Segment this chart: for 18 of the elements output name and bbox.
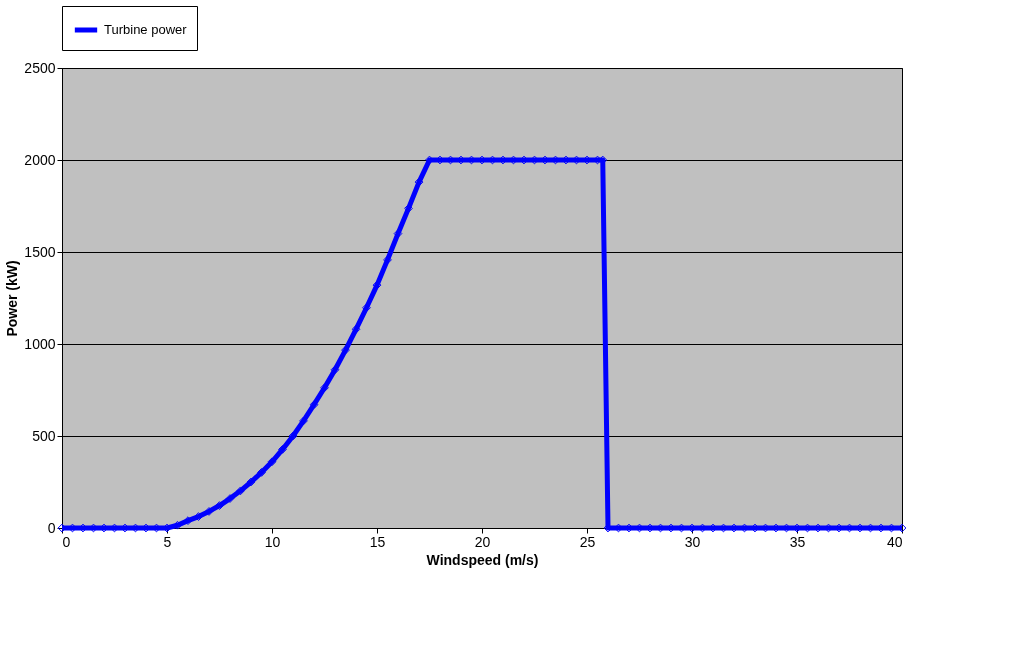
y-tick-label: 500	[32, 427, 56, 444]
y-axis-title: Power (kW)	[4, 260, 21, 337]
x-axis-title: Windspeed (m/s)	[426, 551, 539, 568]
x-tick-label: 10	[264, 533, 281, 550]
x-tick-label: 30	[684, 533, 701, 550]
y-tick-label: 2500	[24, 59, 56, 76]
x-tick-label: 40	[886, 533, 903, 550]
y-tick-label: 1500	[24, 243, 56, 260]
x-tick-label: 15	[369, 533, 386, 550]
x-tick-label: 5	[163, 533, 172, 550]
y-tick-label: 0	[47, 519, 56, 536]
x-tick-label: 35	[789, 533, 806, 550]
legend-label: Turbine power	[104, 22, 188, 37]
x-tick-label: 0	[62, 533, 71, 550]
y-tick-label: 2000	[24, 151, 56, 168]
x-tick-label: 20	[474, 533, 491, 550]
y-tick-label: 1000	[24, 335, 56, 352]
x-tick-label: 25	[579, 533, 596, 550]
